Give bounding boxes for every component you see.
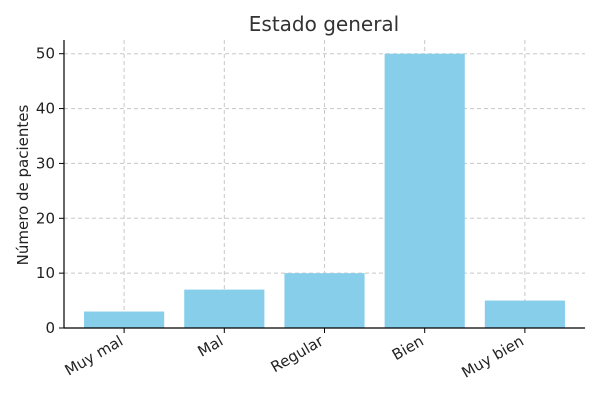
- x-tick-label: Muy mal: [62, 332, 126, 380]
- x-tick-label: Mal: [195, 332, 227, 361]
- y-tick-label: 30: [36, 154, 55, 172]
- y-tick-label: 50: [36, 45, 55, 63]
- bars-layer: [84, 53, 565, 328]
- x-tick-label: Regular: [268, 331, 328, 376]
- bar-bien: [384, 53, 465, 328]
- y-axis-label: Número de pacientes: [14, 104, 32, 265]
- x-tick-label: Bien: [389, 332, 427, 364]
- x-tick-label: Muy bien: [459, 332, 527, 382]
- bar-muy-mal: [84, 311, 165, 328]
- chart-title: Estado general: [249, 12, 399, 36]
- y-tick-label: 40: [36, 100, 55, 118]
- y-tick-label: 20: [36, 209, 55, 227]
- bar-mal: [184, 289, 265, 328]
- y-tick-label: 10: [36, 264, 55, 282]
- bar-regular: [284, 273, 365, 328]
- y-tick-label: 0: [45, 319, 55, 337]
- bar-muy-bien: [484, 300, 565, 328]
